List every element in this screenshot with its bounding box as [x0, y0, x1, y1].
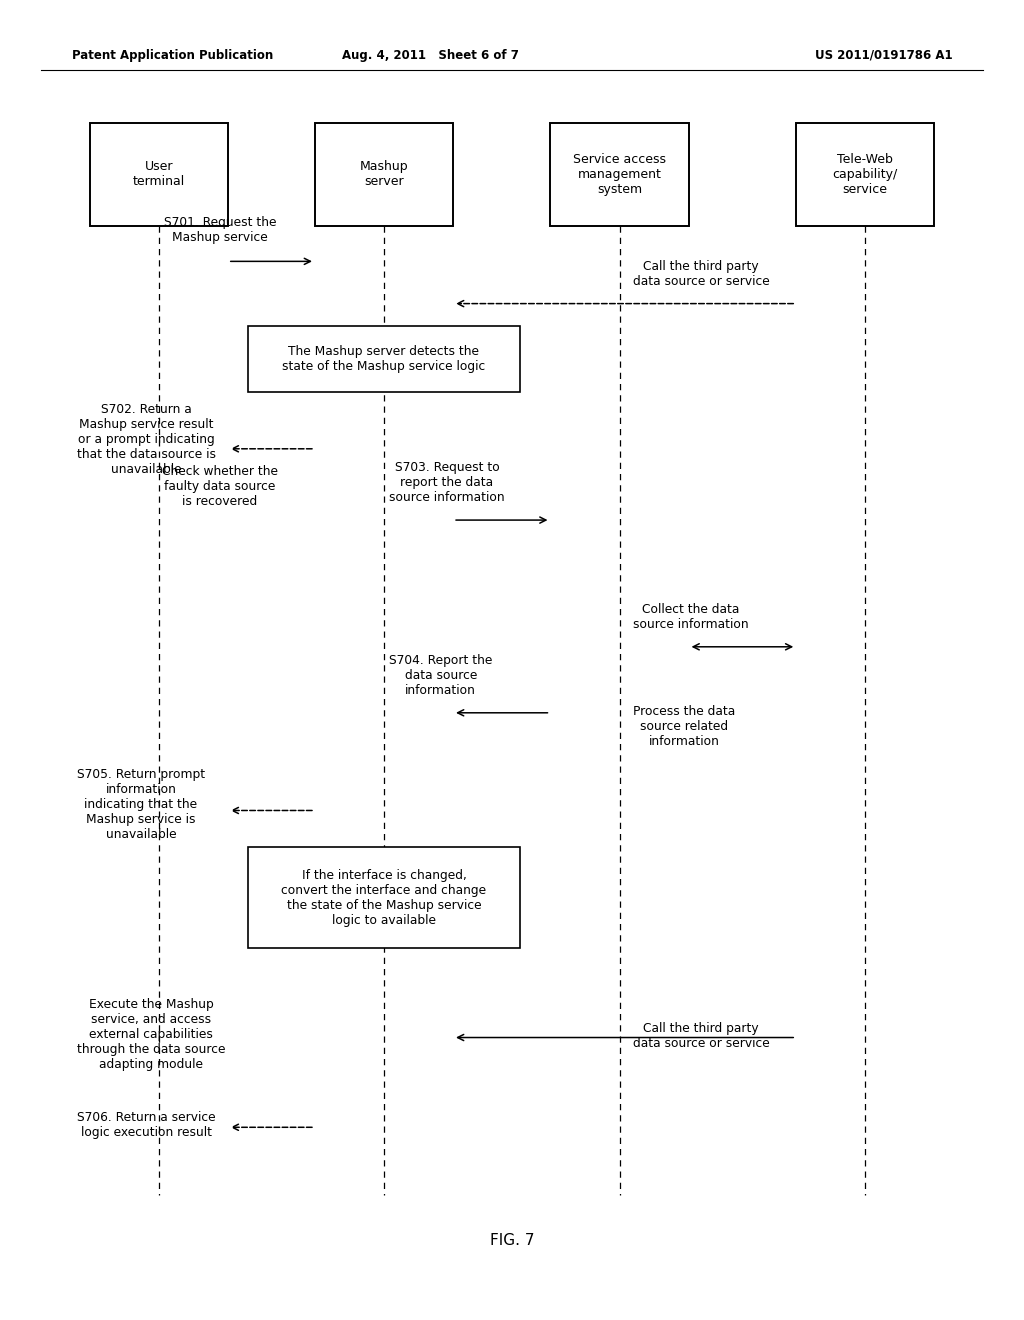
Bar [90, 123, 227, 226]
Text: Collect the data
source information: Collect the data source information [633, 603, 749, 631]
Bar [315, 123, 453, 226]
Text: Execute the Mashup
service, and access
external capabilities
through the data so: Execute the Mashup service, and access e… [77, 998, 225, 1071]
Text: Mashup
server: Mashup server [359, 160, 409, 189]
Text: US 2011/0191786 A1: US 2011/0191786 A1 [815, 49, 952, 62]
Text: Call the third party
data source or service: Call the third party data source or serv… [633, 260, 770, 288]
Text: Process the data
source related
information: Process the data source related informat… [633, 705, 735, 748]
Text: The Mashup server detects the
state of the Mashup service logic: The Mashup server detects the state of t… [283, 345, 485, 374]
Bar [551, 123, 688, 226]
Text: Call the third party
data source or service: Call the third party data source or serv… [633, 1022, 770, 1049]
Text: S705. Return prompt
information
indicating that the
Mashup service is
unavailabl: S705. Return prompt information indicati… [77, 768, 205, 841]
Text: Patent Application Publication: Patent Application Publication [72, 49, 273, 62]
Text: S704. Report the
data source
information: S704. Report the data source information [389, 653, 493, 697]
Text: User
terminal: User terminal [132, 160, 185, 189]
Bar [248, 326, 520, 392]
Text: S701. Request the
Mashup service: S701. Request the Mashup service [164, 216, 276, 244]
Text: If the interface is changed,
convert the interface and change
the state of the M: If the interface is changed, convert the… [282, 869, 486, 927]
Text: S706. Return a service
logic execution result: S706. Return a service logic execution r… [77, 1111, 215, 1139]
Text: S702. Return a
Mashup service result
or a prompt indicating
that the data source: S702. Return a Mashup service result or … [77, 403, 216, 475]
Text: Service access
management
system: Service access management system [573, 153, 666, 195]
Text: S703. Request to
report the data
source information: S703. Request to report the data source … [389, 461, 505, 504]
Bar [248, 847, 520, 948]
Bar [797, 123, 934, 226]
Text: Check whether the
faulty data source
is recovered: Check whether the faulty data source is … [162, 465, 278, 508]
Text: FIG. 7: FIG. 7 [489, 1233, 535, 1249]
Text: Aug. 4, 2011   Sheet 6 of 7: Aug. 4, 2011 Sheet 6 of 7 [342, 49, 518, 62]
Text: Tele-Web
capability/
service: Tele-Web capability/ service [833, 153, 898, 195]
